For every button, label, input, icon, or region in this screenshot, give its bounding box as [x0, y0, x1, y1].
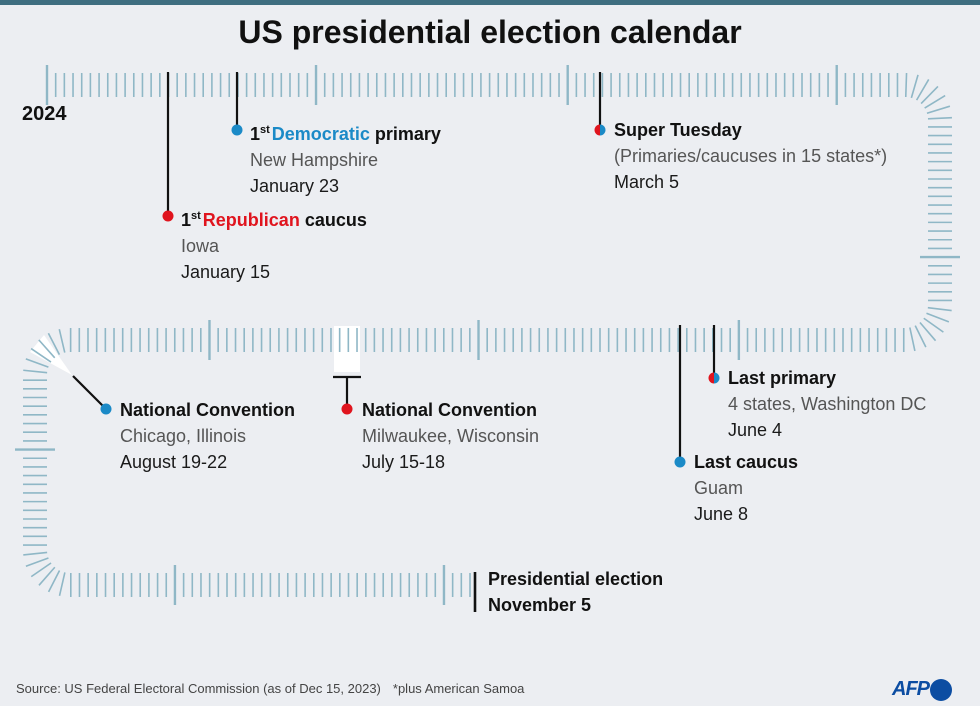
day-tick — [914, 325, 927, 348]
day-tick — [927, 116, 952, 120]
day-tick — [904, 72, 908, 98]
source-note: Source: US Federal Electoral Commission … — [16, 681, 525, 696]
afp-logo: AFP — [892, 678, 952, 701]
day-tick — [927, 306, 952, 312]
day-tick — [924, 94, 946, 109]
event-super-tuesday: Super Tuesday (Primaries/caucuses in 15 … — [614, 120, 888, 192]
day-tick — [25, 358, 49, 368]
split-dot-super-tuesday — [594, 124, 606, 136]
day-tick — [58, 329, 66, 353]
event-election: Presidential election November 5 — [488, 569, 664, 615]
day-tick — [915, 79, 930, 101]
year-label: 2024 — [22, 103, 67, 125]
event-last-caucus: Last caucus Guam June 8 — [694, 452, 799, 524]
dem-dot — [100, 403, 112, 415]
day-tick — [23, 551, 48, 556]
rep-convention-highlight — [334, 326, 360, 372]
day-tick — [919, 321, 937, 342]
day-tick — [47, 332, 61, 355]
day-tick — [920, 85, 939, 105]
day-tick — [23, 369, 48, 374]
day-tick — [909, 327, 916, 352]
timeline-ticks — [15, 65, 960, 605]
event-last-primary: Last primary 4 states, Washington DC Jun… — [728, 368, 927, 440]
rep-dot — [341, 403, 353, 415]
event-rep-caucus: 1st Republican caucus Iowa January 15 — [181, 210, 367, 282]
day-tick — [38, 339, 56, 359]
event-rep-convention: National Convention Milwaukee, Wisconsin… — [362, 400, 540, 472]
dem-dot — [674, 456, 686, 468]
day-tick — [926, 105, 951, 115]
event-dem-convention: National Convention Chicago, Illinois Au… — [120, 400, 295, 472]
day-tick — [30, 562, 52, 578]
day-tick — [926, 312, 950, 323]
day-tick — [923, 317, 944, 333]
dem-dot — [231, 124, 243, 136]
day-tick — [38, 566, 56, 586]
leaders — [72, 72, 716, 612]
dem-convention-highlight — [30, 335, 72, 375]
day-tick — [910, 74, 919, 99]
leader-dem-convention — [72, 375, 105, 408]
top-bar — [0, 0, 980, 5]
day-tick — [30, 347, 52, 363]
event-dem-primary: 1st Democratic primary New Hampshire Janu… — [250, 124, 441, 196]
split-dot-last-primary — [708, 372, 720, 384]
day-tick — [25, 557, 49, 568]
day-tick — [47, 570, 61, 593]
day-tick — [58, 572, 66, 596]
page-title: US presidential election calendar — [238, 14, 742, 50]
rep-dot — [162, 210, 174, 222]
convention-highlights — [30, 326, 360, 375]
